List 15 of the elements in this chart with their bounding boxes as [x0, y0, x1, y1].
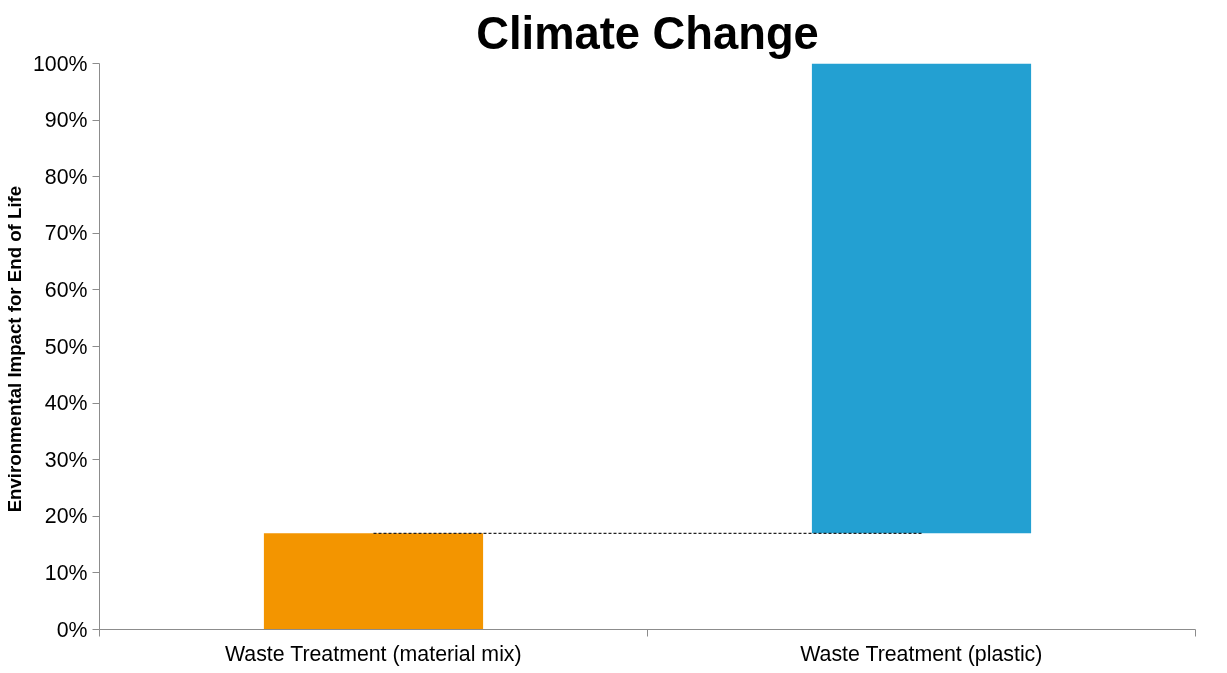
y-tick-label: 70%	[44, 221, 88, 246]
y-tick-label: 90%	[44, 108, 88, 133]
y-tick-label: 10%	[44, 560, 88, 585]
y-tick-label: 60%	[44, 277, 88, 302]
y-tick-label: 0%	[56, 617, 88, 642]
y-tick-label: 20%	[44, 504, 88, 529]
y-tick-label: 40%	[44, 391, 88, 416]
y-tick-label: 30%	[44, 447, 88, 472]
y-tick-label: 80%	[44, 164, 88, 189]
y-tick-label: 100%	[32, 51, 88, 76]
y-axis-title: Environmental Impact for End of Life	[3, 185, 25, 513]
y-tick-label: 50%	[44, 334, 88, 359]
x-tick-label: Waste Treatment (plastic)	[800, 641, 1043, 666]
chart-title: Climate Change	[476, 7, 819, 59]
x-tick-label: Waste Treatment (material mix)	[224, 641, 522, 666]
